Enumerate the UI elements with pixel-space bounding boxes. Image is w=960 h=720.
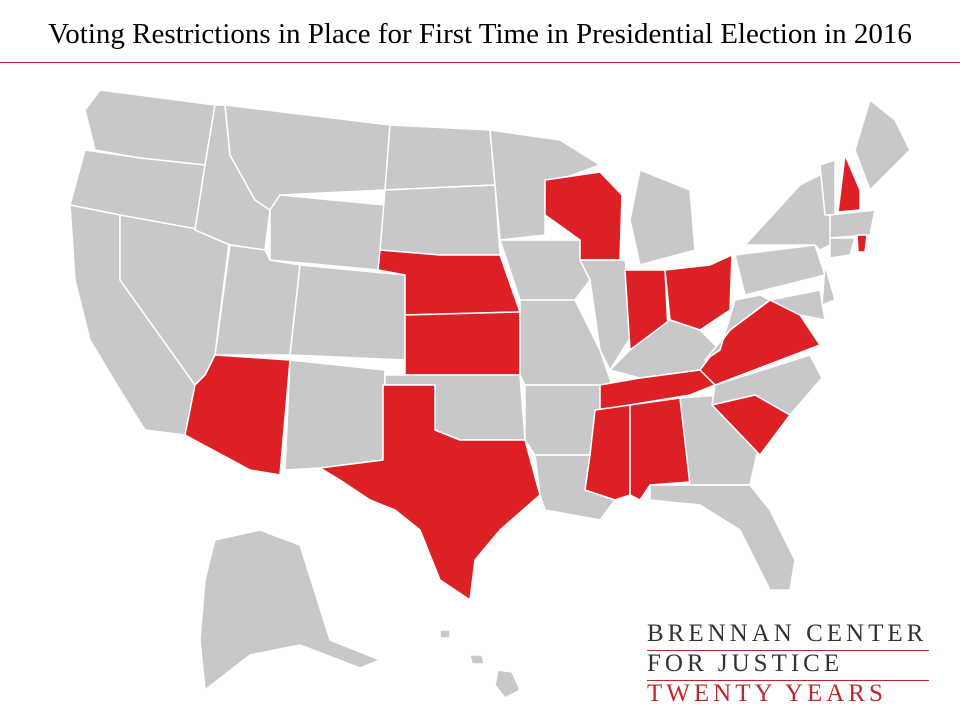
logo-rule <box>647 650 929 651</box>
state <box>769 289 826 321</box>
state <box>829 237 856 259</box>
state <box>469 654 485 665</box>
state <box>439 629 451 639</box>
logo-line: FOR JUSTICE <box>647 650 844 677</box>
state-highlighted <box>856 234 868 253</box>
logo-rule <box>647 680 929 681</box>
state <box>629 169 696 266</box>
state <box>821 264 836 306</box>
state <box>384 124 496 191</box>
state <box>284 359 386 471</box>
state <box>829 209 876 239</box>
state <box>854 99 911 191</box>
title-rule <box>0 62 960 63</box>
state <box>649 484 796 591</box>
state <box>289 264 406 361</box>
state-highlighted <box>837 154 861 213</box>
state-highlighted <box>711 394 791 456</box>
state <box>199 529 381 691</box>
state-highlighted <box>664 254 733 331</box>
state-highlighted <box>319 384 541 601</box>
logo-line: BRENNAN CENTER <box>647 620 928 647</box>
logo-line: TWENTY YEARS <box>647 680 887 707</box>
state-highlighted <box>404 311 521 376</box>
state <box>734 244 826 296</box>
state <box>379 184 501 256</box>
title: Voting Restrictions in Place for First T… <box>48 18 912 50</box>
state <box>269 194 386 271</box>
state <box>499 239 591 301</box>
state <box>494 669 521 699</box>
states <box>69 89 911 699</box>
state-highlighted <box>184 354 291 476</box>
